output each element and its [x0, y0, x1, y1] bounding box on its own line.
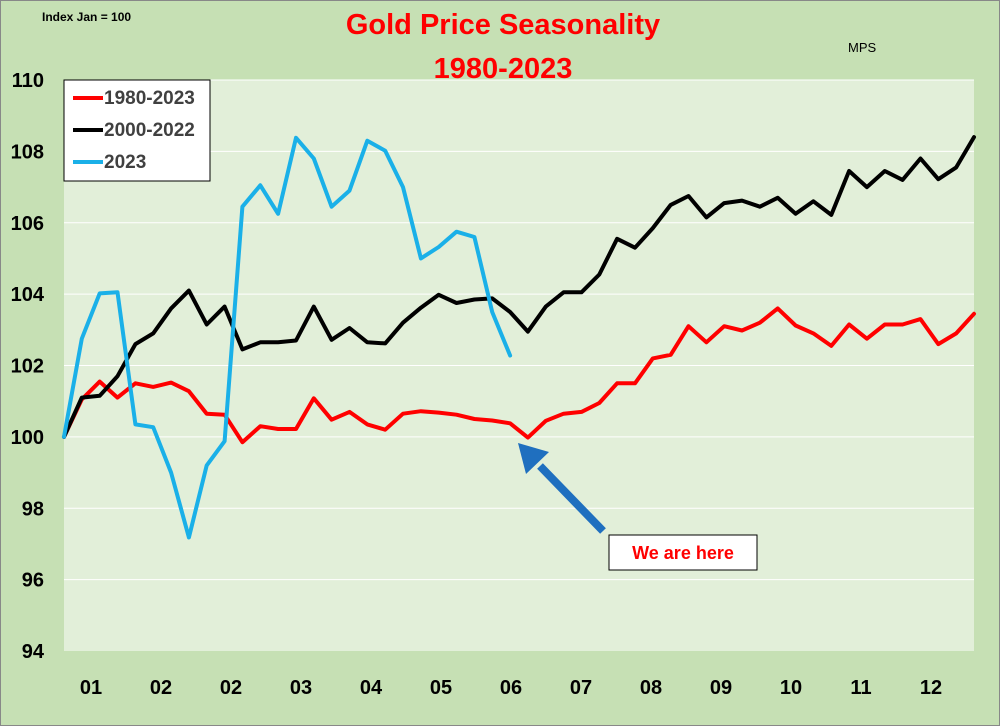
x-tick-label-10: 10 — [780, 677, 802, 699]
y-tick-label-94: 94 — [22, 641, 45, 663]
y-tick-label-104: 104 — [11, 284, 45, 306]
legend-label-2023: 2023 — [104, 152, 146, 173]
x-tick-label-2: 02 — [220, 677, 242, 699]
legend-label-2000-2022: 2000-2022 — [104, 120, 195, 141]
series-line-2000-2022 — [62, 135, 976, 439]
x-tick-label-11: 11 — [850, 677, 871, 699]
x-tick-label-7: 07 — [570, 677, 592, 699]
annotation-arrow-shaft — [537, 463, 606, 534]
series-line-1980-2023 — [62, 306, 976, 445]
series-layer — [62, 135, 976, 540]
y-tick-label-96: 96 — [22, 570, 44, 592]
gridlines — [64, 79, 974, 581]
x-tick-label-1: 02 — [150, 677, 172, 699]
y-tick-label-102: 102 — [11, 356, 44, 378]
index-note: Index Jan = 100 — [42, 10, 131, 24]
x-tick-label-0: 01 — [80, 677, 102, 699]
y-tick-label-106: 106 — [11, 213, 44, 235]
annotation: We are here — [518, 443, 758, 571]
x-tick-label-9: 09 — [710, 677, 732, 699]
x-tick-label-4: 04 — [360, 677, 383, 699]
y-tick-label-98: 98 — [22, 498, 44, 520]
y-tick-label-108: 108 — [11, 141, 44, 163]
source-note: MPS — [848, 40, 877, 55]
x-tick-label-8: 08 — [640, 677, 662, 699]
y-tick-label-110: 110 — [12, 70, 44, 92]
chart-subtitle: 1980-2023 — [434, 53, 573, 85]
y-tick-label-100: 100 — [11, 427, 44, 449]
x-tick-label-12: 12 — [920, 677, 942, 699]
y-axis: 94 96 98 100 102 104 106 108 110 — [11, 70, 45, 663]
x-axis: 01 02 02 03 04 05 06 07 08 09 10 11 12 — [80, 677, 942, 699]
annotation-box — [608, 534, 758, 571]
x-tick-label-6: 06 — [500, 677, 522, 699]
annotation-text: We are here — [632, 543, 734, 563]
x-tick-label-3: 03 — [290, 677, 312, 699]
legend: 1980-2023 2000-2022 2023 — [63, 79, 211, 182]
legend-label-1980-2023: 1980-2023 — [104, 88, 195, 109]
annotation-arrow-head — [518, 443, 549, 474]
chart-title: Gold Price Seasonality — [346, 9, 660, 41]
x-tick-label-5: 05 — [430, 677, 452, 699]
series-line-2023 — [62, 135, 513, 540]
